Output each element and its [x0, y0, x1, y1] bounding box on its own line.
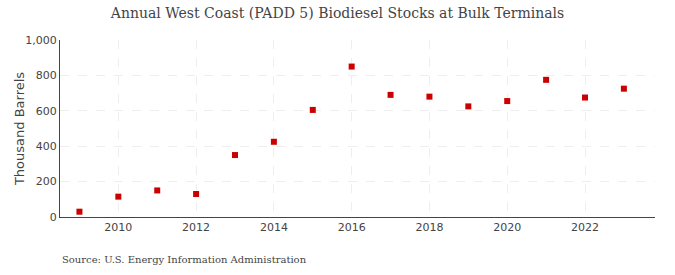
svg-text:Annual West Coast (PADD 5) Bio: Annual West Coast (PADD 5) Biodiesel Sto…: [110, 5, 564, 21]
svg-text:2010: 2010: [104, 221, 132, 234]
svg-text:0: 0: [50, 211, 57, 224]
svg-text:200: 200: [36, 175, 57, 188]
svg-text:2018: 2018: [415, 221, 443, 234]
svg-text:600: 600: [36, 105, 57, 118]
svg-text:2022: 2022: [571, 221, 599, 234]
svg-text:Source: U.S. Energy Informatio: Source: U.S. Energy Information Administ…: [62, 254, 307, 265]
svg-text:2014: 2014: [260, 221, 288, 234]
svg-text:800: 800: [36, 69, 57, 82]
svg-text:2020: 2020: [493, 221, 521, 234]
svg-text:2016: 2016: [338, 221, 366, 234]
svg-text:2012: 2012: [182, 221, 210, 234]
svg-text:400: 400: [36, 140, 57, 153]
svg-text:1,000: 1,000: [25, 34, 57, 47]
svg-text:Thousand Barrels: Thousand Barrels: [12, 72, 27, 186]
